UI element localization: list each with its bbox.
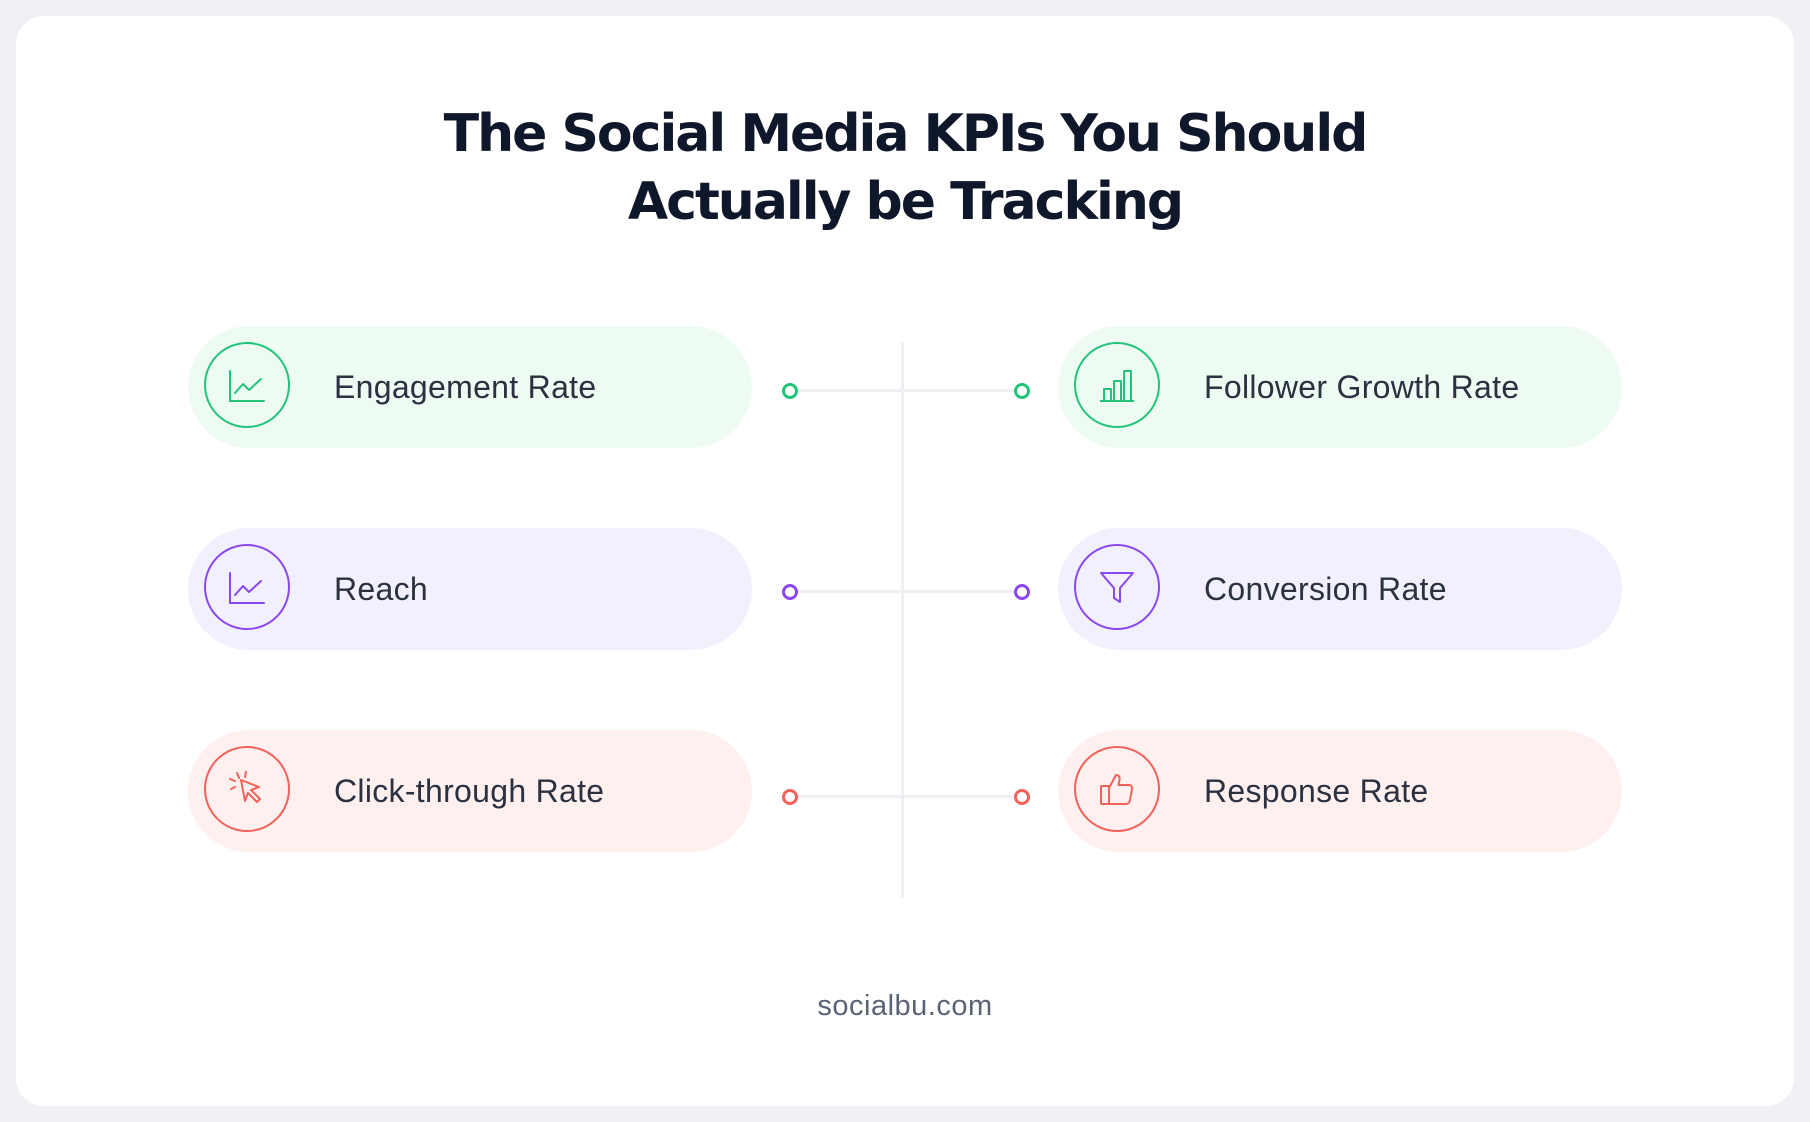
kpi-label: Click-through Rate (334, 773, 605, 809)
connector-dot-right (1014, 383, 1030, 399)
line-chart-icon (204, 544, 290, 630)
page-title: The Social Media KPIs You Should Actuall… (0, 100, 1810, 236)
timeline-spine (901, 342, 904, 898)
kpi-pill-response-rate: Response Rate (1058, 730, 1622, 852)
connector-dot-left (782, 584, 798, 600)
title-line-1: The Social Media KPIs You Should (443, 104, 1369, 164)
bar-chart-icon (1074, 342, 1160, 428)
connector-line (790, 389, 1022, 392)
kpi-label: Response Rate (1204, 773, 1429, 809)
connector-dot-right (1014, 789, 1030, 805)
kpi-label: Reach (334, 571, 428, 607)
connector-dot-left (782, 789, 798, 805)
kpi-pill-follower-growth-rate: Follower Growth Rate (1058, 326, 1622, 448)
footer-source: socialbu.com (817, 990, 993, 1022)
kpi-pill-click-through-rate: Click-through Rate (188, 730, 752, 852)
kpi-pill-reach: Reach (188, 528, 752, 650)
thumbs-up-icon (1074, 746, 1160, 832)
connector-dot-left (782, 383, 798, 399)
title-line-2: Actually be Tracking (627, 172, 1184, 232)
kpi-pill-conversion-rate: Conversion Rate (1058, 528, 1622, 650)
line-chart-icon (204, 342, 290, 428)
connector-dot-right (1014, 584, 1030, 600)
kpi-label: Follower Growth Rate (1204, 369, 1520, 405)
kpi-pill-engagement-rate: Engagement Rate (188, 326, 752, 448)
connector-line (790, 590, 1022, 593)
kpi-label: Conversion Rate (1204, 571, 1447, 607)
connector-line (790, 795, 1022, 798)
kpi-label: Engagement Rate (334, 369, 597, 405)
cursor-click-icon (204, 746, 290, 832)
funnel-icon (1074, 544, 1160, 630)
